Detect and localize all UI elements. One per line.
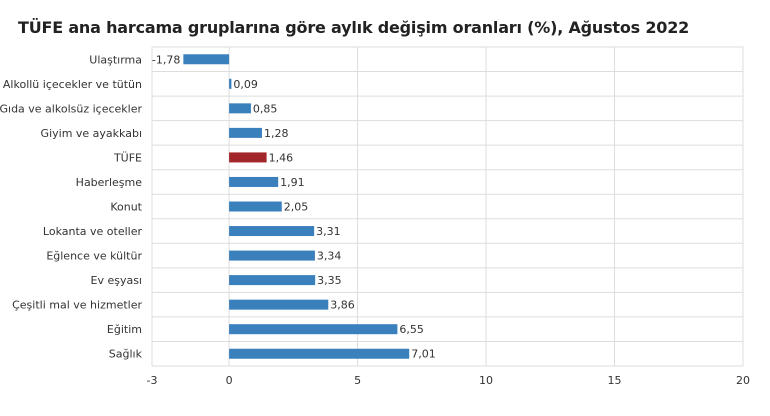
category-label: Ulaştırma xyxy=(89,53,142,66)
x-tick-label: 15 xyxy=(608,374,622,387)
data-label: 2,05 xyxy=(284,201,309,214)
x-tick-label: 5 xyxy=(354,374,361,387)
data-label: 3,35 xyxy=(317,274,342,287)
data-label: 6,55 xyxy=(399,323,424,336)
x-tick-label: 10 xyxy=(479,374,493,387)
data-label: 7,01 xyxy=(411,348,436,361)
x-tick-label: 20 xyxy=(736,374,750,387)
data-label: 3,86 xyxy=(330,299,355,312)
data-label: 0,09 xyxy=(233,78,258,91)
data-label: 3,31 xyxy=(316,225,341,238)
bar xyxy=(229,127,262,138)
category-label: Lokanta ve oteller xyxy=(43,225,143,238)
data-label: 1,28 xyxy=(264,127,289,140)
chart-title: TÜFE ana harcama gruplarına göre aylık d… xyxy=(18,18,690,37)
bar xyxy=(229,78,232,89)
x-tick-label: 0 xyxy=(226,374,233,387)
category-label: Sağlık xyxy=(109,348,143,361)
category-label: Eğitim xyxy=(107,323,142,336)
category-label: Çeşitli mal ve hizmetler xyxy=(12,299,142,312)
bar xyxy=(229,299,329,310)
data-label: 0,85 xyxy=(253,102,278,115)
bar xyxy=(229,201,282,212)
category-label: Konut xyxy=(110,201,142,214)
bar xyxy=(229,226,315,237)
bar-highlight xyxy=(229,152,267,163)
bar xyxy=(229,103,251,114)
data-label: 3,34 xyxy=(317,250,342,263)
data-label: 1,46 xyxy=(269,151,294,164)
category-label: Haberleşme xyxy=(76,176,143,189)
category-label: TÜFE xyxy=(113,151,142,164)
x-tick-label: -3 xyxy=(147,374,158,387)
category-label: Eğlence ve kültür xyxy=(46,250,142,263)
bar xyxy=(229,176,279,187)
bar xyxy=(229,324,398,335)
bar xyxy=(229,348,410,359)
category-label: Ev eşyası xyxy=(91,274,143,287)
bar xyxy=(229,250,315,261)
bar xyxy=(229,275,316,286)
category-label: Alkollü içecekler ve tütün xyxy=(3,78,142,91)
category-label: Giyim ve ayakkabı xyxy=(41,127,142,140)
data-label: 1,91 xyxy=(280,176,305,189)
data-label: -1,78 xyxy=(152,53,180,66)
category-label: Gıda ve alkolsüz içecekler xyxy=(0,102,142,115)
bar xyxy=(183,54,230,65)
